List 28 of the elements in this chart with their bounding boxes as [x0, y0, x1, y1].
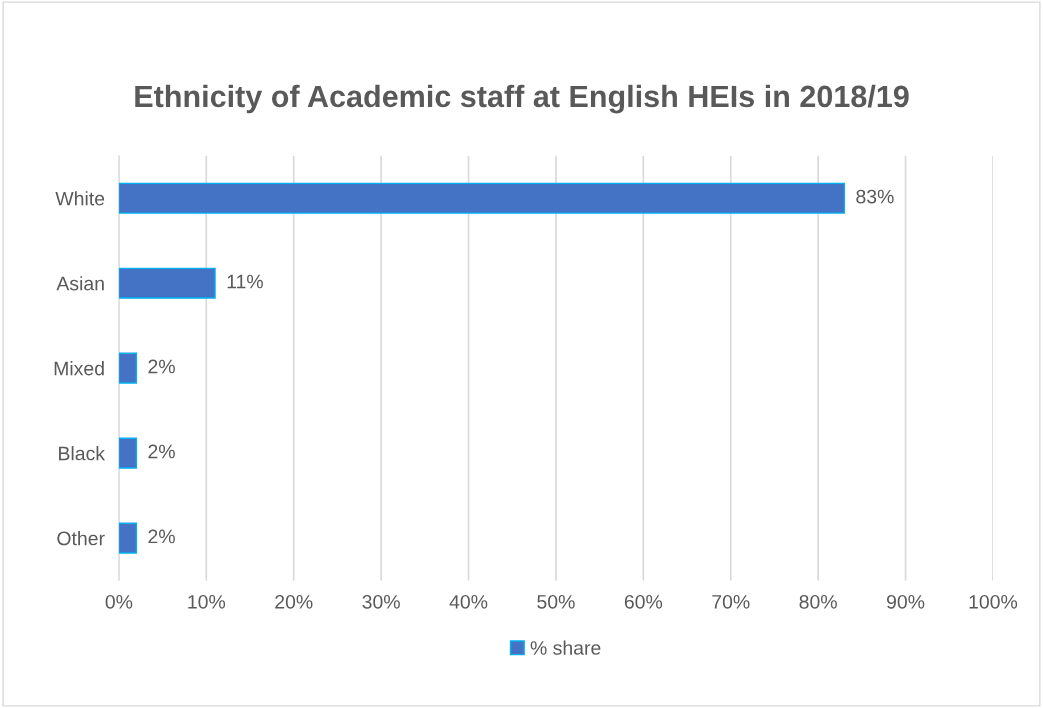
data-label: 11%: [227, 274, 263, 289]
bar: [118, 352, 138, 384]
x-tick-label: 0%: [105, 594, 133, 609]
x-tick-label: 80%: [799, 594, 837, 609]
y-tick-label: Black: [59, 446, 106, 461]
bar: [118, 182, 846, 214]
bar: [118, 522, 138, 554]
x-tick-label: 10%: [188, 594, 226, 609]
x-tick-label: 100%: [969, 594, 1018, 609]
x-tick-label: 20%: [275, 594, 313, 609]
bar: [118, 437, 138, 469]
y-tick-label: Other: [57, 531, 105, 546]
x-tick-label: 60%: [624, 594, 663, 609]
y-tick-label: Asian: [56, 276, 104, 291]
y-tick-label: White: [55, 191, 105, 206]
x-tick-label: 40%: [449, 594, 488, 609]
legend-label: % share: [530, 640, 601, 655]
x-tick-label: 50%: [537, 594, 575, 609]
data-label: 2%: [148, 444, 175, 459]
data-label: 2%: [148, 529, 175, 544]
x-tick-label: 70%: [712, 594, 750, 609]
bar: [118, 267, 216, 299]
data-label: 2%: [148, 359, 175, 374]
data-label: 83%: [856, 189, 894, 204]
x-tick-label: 90%: [886, 594, 925, 609]
x-tick-label: 30%: [362, 594, 400, 609]
y-tick-label: Mixed: [54, 361, 104, 376]
chart-title: Ethnicity of Academic staff at English HEIs in 2018/19: [135, 84, 909, 114]
